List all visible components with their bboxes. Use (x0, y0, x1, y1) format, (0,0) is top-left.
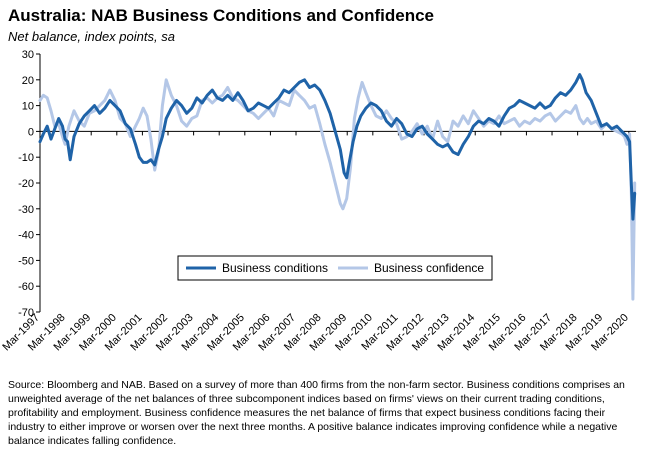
chart-title: Australia: NAB Business Conditions and C… (8, 6, 434, 25)
y-tick-label: -50 (18, 255, 34, 267)
series-lines (38, 73, 637, 301)
series-line-business-confidence (38, 78, 637, 301)
legend-entry-business-conditions-label: Business conditions (222, 261, 328, 275)
legend-box (177, 255, 493, 281)
y-axis: 30 20 10 0 -10 -20 -30 -40 -50 -60 -70 (18, 49, 41, 319)
series-line-business-conditions (38, 73, 637, 221)
y-tick-label: 10 (22, 101, 34, 113)
legend: Business conditions Business confidence (177, 255, 493, 281)
y-tick-label: 20 (22, 75, 34, 87)
legend-entry-business-confidence-label: Business confidence (374, 261, 484, 275)
y-tick-label: -40 (18, 230, 34, 242)
line-chart: 30 20 10 0 -10 -20 -30 -40 -50 -60 -70 Mar-1997Mar… (0, 49, 637, 353)
y-tick-label: -30 (18, 204, 34, 216)
source-note: Source: Bloomberg and NAB. Based on a su… (8, 379, 625, 447)
y-tick-label: -20 (18, 178, 34, 190)
chart-subtitle: Net balance, index points, sa (8, 29, 175, 44)
y-tick-label: -10 (18, 152, 34, 164)
x-axis: Mar-1997Mar-1998Mar-1999Mar-2000Mar-2001… (0, 130, 636, 353)
y-tick-label: -70 (18, 307, 34, 319)
y-tick-label: 30 (22, 49, 34, 61)
y-tick-label: 0 (28, 126, 34, 138)
y-tick-label: -60 (18, 281, 34, 293)
